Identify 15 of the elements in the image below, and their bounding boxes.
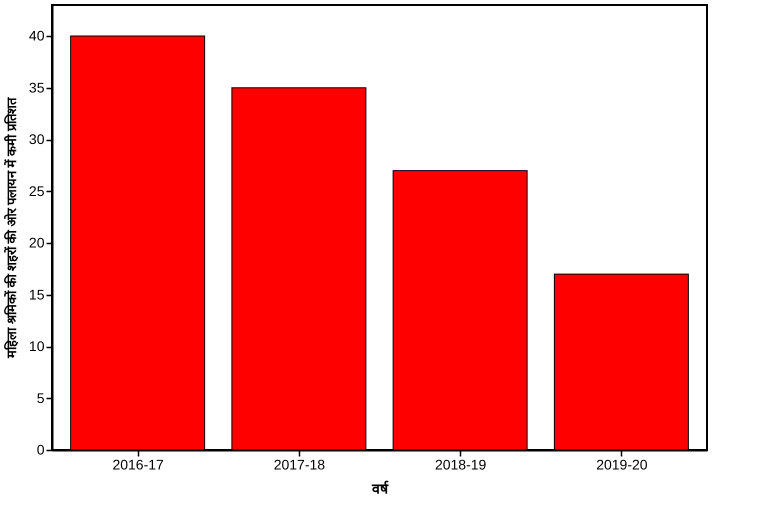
x-axis-title: वर्ष — [371, 480, 389, 496]
y-tick-label: 40 — [28, 28, 45, 44]
y-axis-title: महिला श्रमिकों की शहरों की ओर पलायन में कमी प्रतिशत — [4, 97, 19, 359]
y-tick-label: 20 — [28, 234, 45, 251]
y-tick-label: 10 — [28, 338, 45, 354]
y-tick-label: 25 — [28, 182, 45, 199]
x-tick-label: 2017-18 — [274, 456, 326, 472]
y-tick-label: 15 — [28, 286, 45, 302]
x-tick-label: 2016-17 — [112, 456, 164, 472]
x-tick-label: 2019-20 — [596, 456, 648, 472]
y-tick-label: 35 — [28, 79, 45, 96]
x-tick-label: 2018-19 — [434, 456, 487, 472]
y-tick-label: 30 — [28, 131, 45, 148]
y-tick-label: 0 — [36, 442, 45, 458]
y-tick-label: 5 — [36, 390, 45, 406]
